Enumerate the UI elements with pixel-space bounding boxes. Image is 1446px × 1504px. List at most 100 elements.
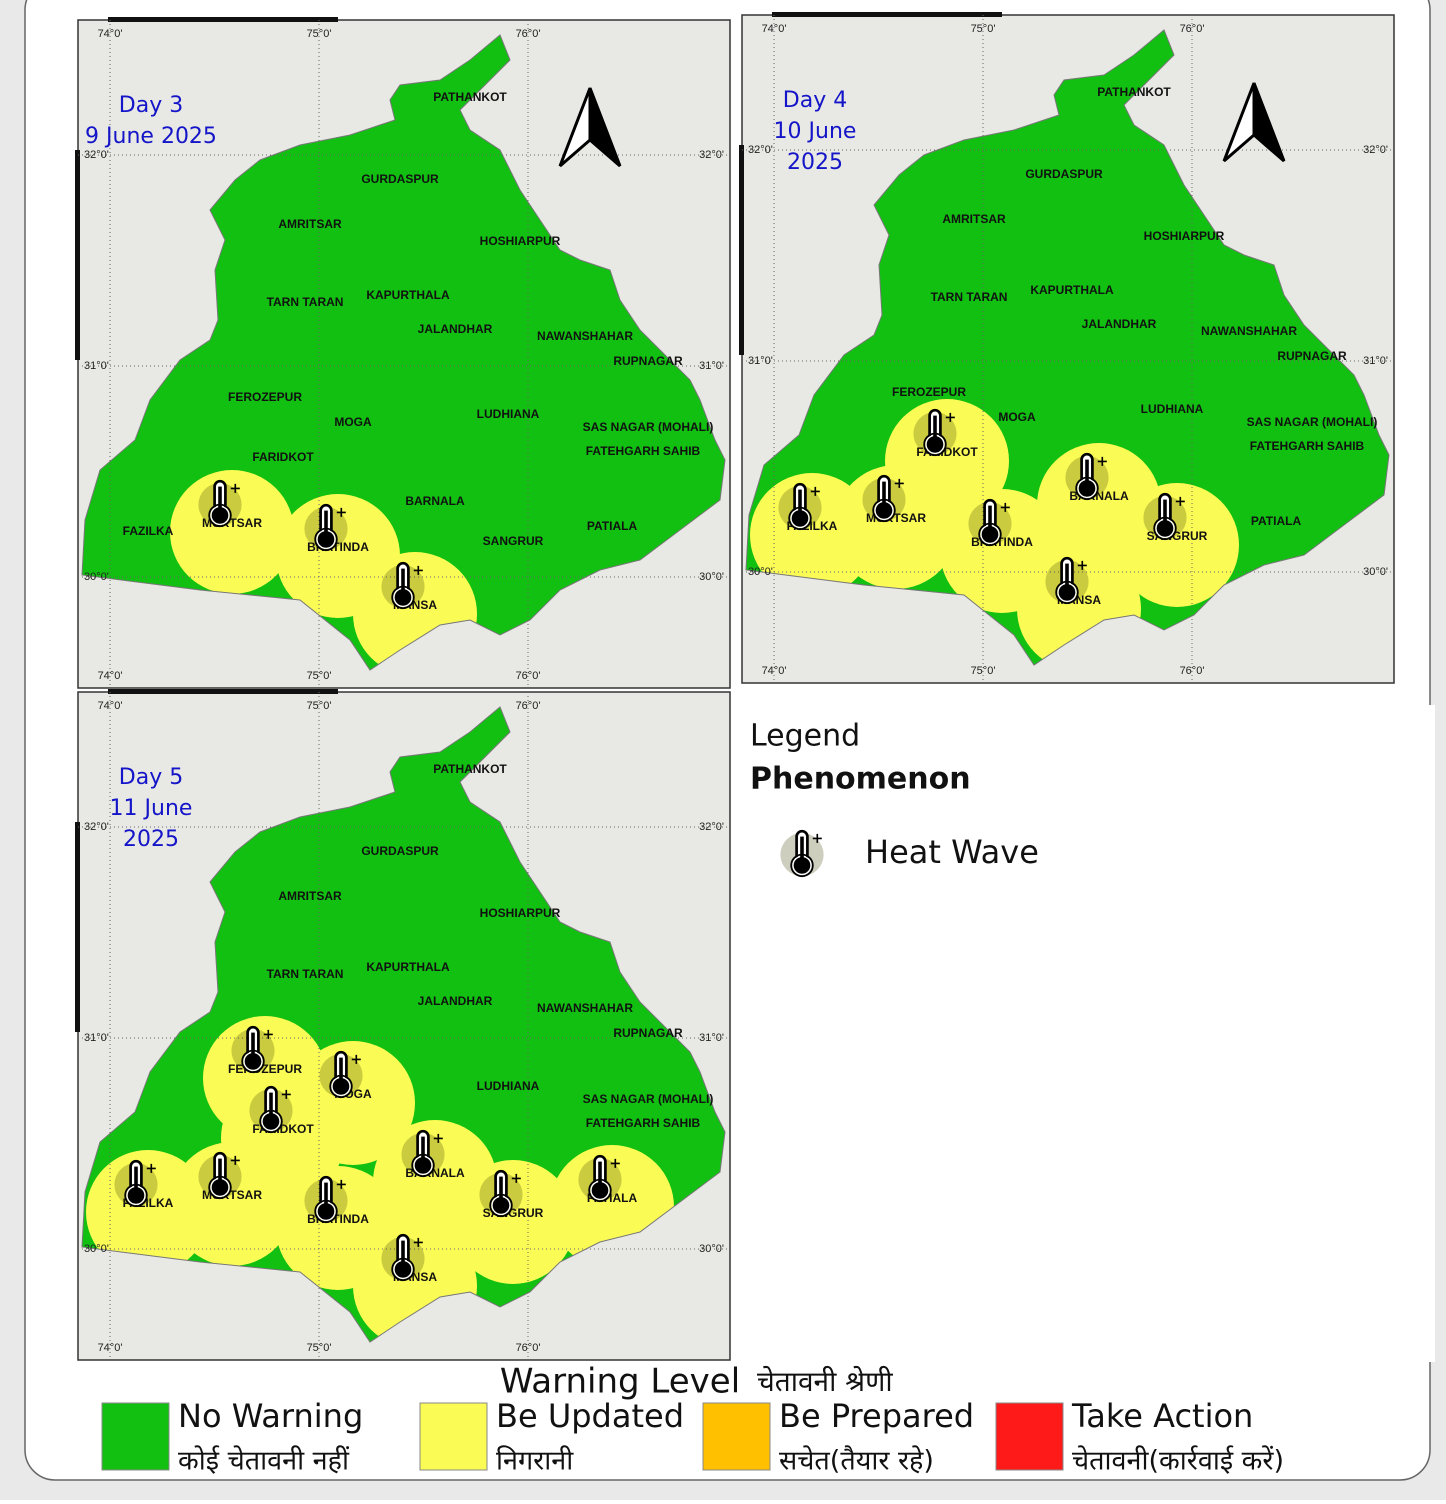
district-label: SAS NAGAR (MOHALI)	[583, 1092, 714, 1106]
lon-label: 75°0'	[307, 670, 332, 682]
district-label: MOGA	[334, 415, 372, 429]
district-label: BARNALA	[405, 494, 465, 508]
icon-plus	[945, 412, 955, 422]
north-arrow	[1252, 82, 1286, 163]
district-label: AMRITSAR	[278, 889, 342, 903]
warning-label-hi: कोई चेतावनी नहीं	[178, 1445, 350, 1477]
warning-swatch	[101, 1402, 170, 1471]
district-label: MOGA	[998, 410, 1036, 424]
icon-plus	[812, 833, 822, 843]
warning-label-hi: सचेत(तैयार रहे)	[779, 1445, 934, 1477]
heat-wave-icon	[1065, 452, 1109, 501]
heat-wave-icon	[231, 1025, 275, 1074]
warning-title: Warning Level	[500, 1362, 740, 1402]
lon-label: 76°0'	[516, 700, 541, 712]
panel-border-left	[75, 822, 80, 1032]
lon-label: 74°0'	[98, 1342, 123, 1354]
state-outline	[81, 706, 726, 1343]
district-label: TARN TARAN	[931, 290, 1008, 304]
panel-border-left	[739, 145, 744, 355]
warning-label-hi: निगरानी	[496, 1445, 574, 1477]
day-label: 11 June	[110, 796, 193, 821]
warning-title-hi: चेतावनी श्रेणी	[757, 1365, 893, 1398]
lon-label: 74°0'	[98, 28, 123, 40]
district-label: NAWANSHAHAR	[537, 329, 633, 343]
district-area	[451, 488, 575, 612]
day-label: 2025	[123, 827, 179, 852]
day-label: 9 June 2025	[85, 124, 217, 149]
lat-label: 30°0'	[699, 1243, 724, 1255]
icon-plus	[894, 478, 904, 488]
icon-plus	[336, 507, 346, 517]
district-label: FATEHGARH SAHIB	[586, 1116, 701, 1130]
panel-border-left	[75, 150, 80, 360]
district-area	[907, 244, 1031, 368]
lat-label: 31°0'	[699, 360, 724, 372]
district-label: RUPNAGAR	[613, 354, 683, 368]
district-area	[446, 1033, 570, 1157]
district-label: SAS NAGAR (MOHALI)	[1247, 415, 1378, 429]
icon-plus	[1000, 502, 1010, 512]
lat-label: 30°0'	[84, 571, 109, 583]
day-label: Day 5	[119, 765, 183, 790]
warning-label: No Warning	[178, 1397, 363, 1435]
heat-wave-icon	[198, 479, 242, 528]
district-label: KAPURTHALA	[1030, 283, 1114, 297]
district-label: JALANDHAR	[418, 994, 493, 1008]
heat-wave-icon	[198, 1151, 242, 1200]
heat-wave-icon	[913, 408, 957, 457]
lon-label: 76°0'	[516, 28, 541, 40]
lat-label: 30°0'	[84, 1243, 109, 1255]
district-area	[170, 470, 294, 594]
district-label: FARIDKOT	[252, 450, 314, 464]
district-label: FEROZEPUR	[228, 390, 302, 404]
panel-border-top	[772, 12, 1002, 17]
icon-plus	[263, 1029, 273, 1039]
legend-title: Legend	[750, 719, 860, 754]
state-outline	[745, 29, 1390, 666]
icon-plus	[413, 1237, 423, 1247]
map-panel: 74°0' 74°0' 75°0' 75°0' 76°0' 76°0' 32°0' 32°0'…	[739, 12, 1395, 684]
icon-plus	[433, 1133, 443, 1143]
icon-plus	[413, 565, 423, 575]
district-label: HOSHIARPUR	[480, 234, 561, 248]
lon-label: 76°0'	[1180, 665, 1205, 677]
district-label: GURDASPUR	[361, 172, 439, 186]
day-label: Day 4	[783, 88, 847, 113]
lon-label: 74°0'	[762, 665, 787, 677]
lon-label: 75°0'	[971, 23, 996, 35]
warning-swatch	[995, 1402, 1064, 1471]
lat-label: 32°0'	[84, 149, 109, 161]
icon-plus	[610, 1158, 620, 1168]
lat-label: 32°0'	[1363, 144, 1388, 156]
district-label: PATIALA	[1251, 514, 1302, 528]
district-area	[1115, 483, 1239, 607]
heat-wave-icon	[778, 482, 822, 531]
district-label: TARN TARAN	[267, 967, 344, 981]
district-areas	[86, 44, 710, 670]
lon-label: 76°0'	[516, 1342, 541, 1354]
lat-label: 32°0'	[699, 149, 724, 161]
district-label: KAPURTHALA	[366, 288, 450, 302]
lon-label: 76°0'	[1180, 23, 1205, 35]
heat-wave-icon	[479, 1169, 523, 1218]
district-label: FEROZEPUR	[892, 385, 966, 399]
icon-plus	[511, 1173, 521, 1183]
district-label: RUPNAGAR	[613, 1026, 683, 1040]
legend-subtitle: Phenomenon	[750, 762, 971, 797]
heat-wave-icon	[304, 503, 348, 552]
district-label: HOSHIARPUR	[1144, 229, 1225, 243]
district-label: RUPNAGAR	[1277, 349, 1347, 363]
district-label: SANGRUR	[483, 534, 544, 548]
district-area	[451, 1160, 575, 1284]
icon-plus	[1097, 456, 1107, 466]
district-label: LUDHIANA	[1141, 402, 1204, 416]
heat-wave-icon	[1045, 556, 1089, 605]
lon-label: 74°0'	[98, 700, 123, 712]
lon-label: 74°0'	[98, 670, 123, 682]
district-label: PATIALA	[587, 519, 638, 533]
lat-label: 31°0'	[1363, 355, 1388, 367]
lat-label: 30°0'	[699, 571, 724, 583]
district-label: NAWANSHAHAR	[1201, 324, 1297, 338]
legend-panel	[742, 705, 1435, 1362]
